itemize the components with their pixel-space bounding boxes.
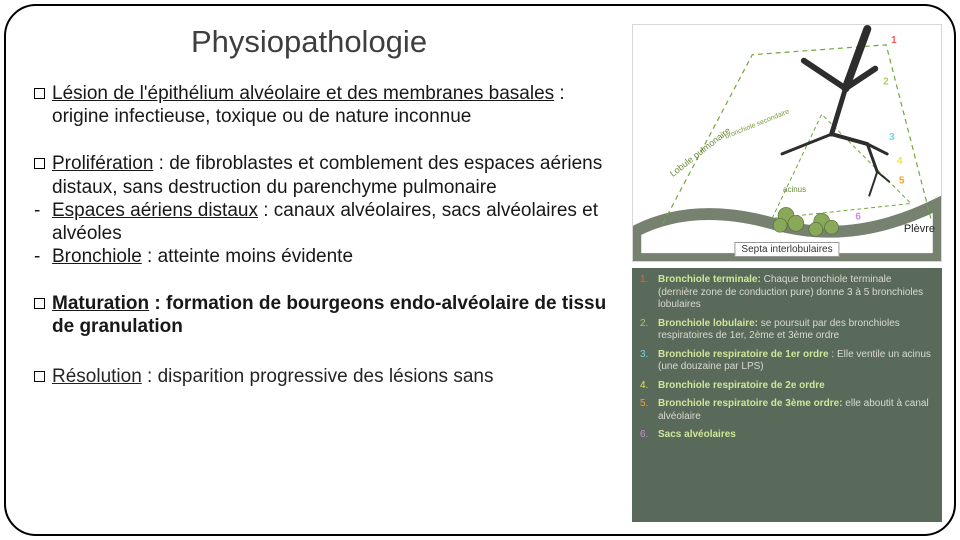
- resolution-lead: Résolution: [52, 366, 142, 387]
- svg-text:3: 3: [889, 132, 895, 143]
- dash-icon: -: [34, 245, 52, 268]
- page-title: Physiopathologie: [34, 24, 584, 60]
- legend-number: 4.: [640, 380, 658, 393]
- lesion-lead: Lésion de l'épithélium alvéolaire et des…: [52, 83, 554, 104]
- legend-panel: 1.Bronchiole terminale: Chaque bronchiol…: [632, 268, 942, 522]
- maturation-lead: Maturation: [52, 293, 149, 314]
- section-maturation: Maturation : formation de bourgeons endo…: [34, 292, 624, 338]
- legend-number: 1.: [640, 274, 658, 312]
- svg-text:4: 4: [897, 156, 903, 167]
- svg-text:5: 5: [899, 176, 905, 187]
- bullet-icon: [34, 82, 52, 128]
- legend-number: 3.: [640, 349, 658, 374]
- legend-number: 2.: [640, 318, 658, 343]
- svg-text:6: 6: [855, 211, 861, 222]
- resolution-rest: : disparition progressive des lésions sa…: [142, 366, 494, 387]
- diagram-caption: Septa interlobulaires: [734, 242, 839, 257]
- dash-icon: -: [34, 199, 52, 245]
- section-resolution: Résolution : disparition progressive des…: [34, 365, 624, 388]
- acinus-label: acinus: [783, 185, 806, 194]
- legend-item: 1.Bronchiole terminale: Chaque bronchiol…: [640, 274, 934, 312]
- dash1-lead: Espaces aériens distaux: [52, 200, 258, 221]
- legend-number: 5.: [640, 398, 658, 423]
- svg-text:2: 2: [883, 76, 889, 87]
- section-proliferation: Prolifération : de fibroblastes et combl…: [34, 152, 624, 268]
- dash2-lead: Bronchiole: [52, 246, 142, 267]
- legend-item: 2.Bronchiole lobulaire: se poursuit par …: [640, 318, 934, 343]
- bullet-icon: [34, 152, 52, 198]
- prolif-lead: Prolifération: [52, 153, 153, 174]
- bullet-icon: [34, 292, 52, 338]
- legend-text: Sacs alvéolaires: [658, 429, 736, 442]
- legend-text: Bronchiole terminale: Chaque bronchiole …: [658, 274, 934, 312]
- legend-number: 6.: [640, 429, 658, 442]
- legend-text: Bronchiole respiratoire de 3ème ordre: e…: [658, 398, 934, 423]
- legend-text: Bronchiole lobulaire: se poursuit par de…: [658, 318, 934, 343]
- section-lesion: Lésion de l'épithélium alvéolaire et des…: [34, 82, 624, 128]
- dash2-rest: : atteinte moins évidente: [142, 246, 353, 267]
- pleura-label: Plèvre: [904, 223, 935, 235]
- legend-item: 5.Bronchiole respiratoire de 3ème ordre:…: [640, 398, 934, 423]
- legend-item: 4.Bronchiole respiratoire de 2e ordre: [640, 380, 934, 393]
- legend-item: 3.Bronchiole respiratoire de 1er ordre :…: [640, 349, 934, 374]
- legend-text: Bronchiole respiratoire de 1er ordre : E…: [658, 349, 934, 374]
- svg-text:1: 1: [891, 35, 897, 46]
- legend-item: 6.Sacs alvéolaires: [640, 429, 934, 442]
- legend-text: Bronchiole respiratoire de 2e ordre: [658, 380, 825, 393]
- bullet-icon: [34, 365, 52, 388]
- lung-diagram: 1 2 3 4 5 6 Lobule pulmonaire bronchiole…: [632, 24, 942, 262]
